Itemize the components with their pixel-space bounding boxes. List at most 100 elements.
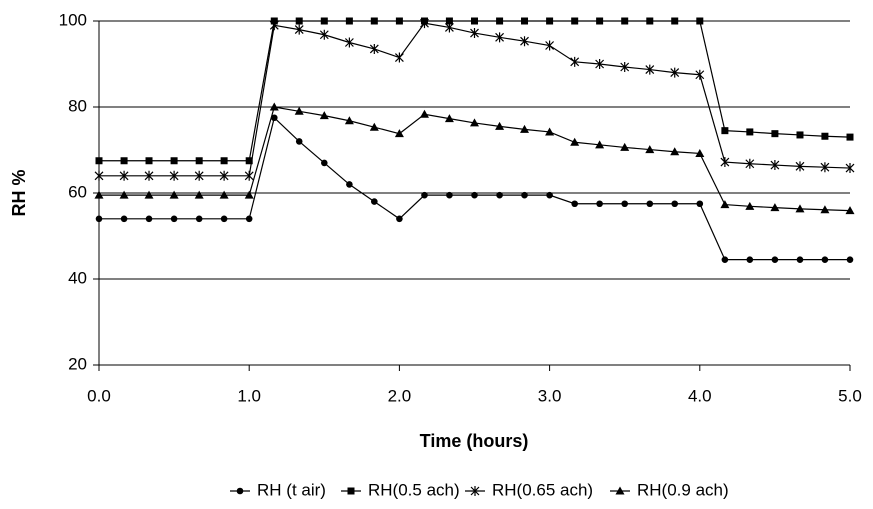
x-tick-label: 2.0 [388,386,412,405]
marker [746,128,754,136]
marker [770,203,780,212]
marker [220,157,228,165]
x-tick-label: 4.0 [688,386,712,405]
marker [344,37,354,48]
marker [145,215,153,223]
marker [346,181,353,188]
marker [445,17,453,25]
marker [144,190,154,199]
marker [219,190,229,199]
marker [244,170,254,181]
marker [394,52,404,63]
marker [846,256,854,263]
marker [646,17,654,25]
marker [119,170,129,181]
marker [846,133,854,141]
marker [371,198,378,205]
marker [347,487,355,495]
marker [496,191,503,199]
marker [621,17,629,25]
legend-item: RH (t air) [230,480,326,499]
y-tick-label: 60 [68,182,87,201]
marker [195,157,203,165]
marker [95,157,103,165]
series-line [99,22,851,177]
marker [520,36,529,47]
marker [269,102,279,111]
marker [721,256,729,263]
marker [621,200,628,208]
marker [571,17,579,25]
marker [94,190,104,199]
marker [820,162,830,173]
marker [571,200,578,208]
marker [745,158,755,169]
marker [645,145,655,154]
series-line [99,20,851,162]
marker [119,190,129,199]
marker [369,122,379,131]
marker [470,118,479,127]
x-tick-label: 1.0 [237,386,261,405]
marker [169,170,179,181]
marker [369,43,379,54]
marker [720,200,730,209]
x-tick-label: 5.0 [838,386,862,405]
marker [671,17,679,25]
marker [419,109,429,118]
marker [470,486,480,496]
marker [120,215,128,223]
marker [219,170,229,181]
marker [345,17,353,25]
marker [269,20,279,31]
marker [796,256,804,263]
marker [496,17,504,25]
marker [420,18,429,29]
marker [620,62,630,73]
legend-label: RH(0.65 ach) [492,480,593,499]
marker [720,157,730,168]
legend-label: RH(0.5 ach) [368,480,460,499]
marker [545,127,555,136]
marker [444,114,454,123]
marker [319,111,329,120]
marker [521,17,529,25]
marker [771,256,779,263]
marker [771,130,779,138]
marker [595,59,605,69]
y-tick-label: 40 [68,268,87,287]
marker [546,191,553,199]
y-tick-label: 100 [59,10,87,29]
marker [570,56,580,67]
marker [795,204,805,213]
marker [670,67,680,78]
y-axis-title: RH % [9,169,29,216]
series-line [99,116,850,261]
marker [169,190,179,199]
marker [170,157,178,165]
x-axis-title: Time (hours) [420,431,529,451]
marker [796,131,804,139]
marker [94,170,104,181]
marker [546,17,554,25]
marker [145,157,153,165]
marker [194,170,204,181]
y-tick-label: 80 [68,96,87,115]
marker [745,201,755,210]
marker [344,116,354,125]
marker [294,24,304,35]
legend-item: RH(0.5 ach) [341,480,460,499]
marker [770,160,780,171]
marker [396,215,403,223]
marker [236,487,244,495]
legend-item: RH(0.65 ach) [465,480,593,499]
marker [620,142,630,151]
marker [319,29,329,40]
legend-item: RH(0.9 ach) [610,480,729,499]
marker [820,205,830,214]
marker [270,114,278,122]
marker [295,138,303,145]
marker [446,191,453,199]
marker [321,159,328,167]
